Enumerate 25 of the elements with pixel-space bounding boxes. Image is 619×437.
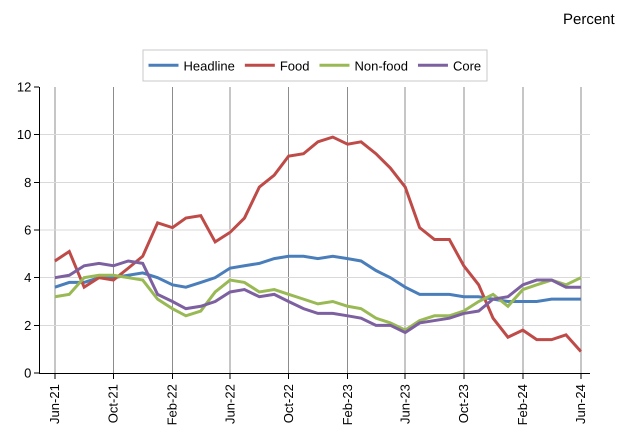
y-tick-label: 12 bbox=[16, 80, 32, 95]
x-tick-label: Jun-22 bbox=[222, 384, 238, 424]
line-series bbox=[53, 136, 582, 354]
legend-label: Headline bbox=[184, 58, 235, 74]
x-tick-label: Feb-23 bbox=[340, 384, 355, 426]
x-tick-label: Oct-22 bbox=[280, 384, 296, 424]
y-tick-label: 2 bbox=[24, 318, 32, 333]
y-tick-label: 0 bbox=[24, 366, 32, 381]
line-series bbox=[53, 274, 582, 332]
x-tick-label: Feb-24 bbox=[515, 384, 530, 426]
line-series bbox=[53, 259, 582, 334]
y-tick-label: 6 bbox=[24, 222, 32, 238]
y-tick-label: 10 bbox=[16, 127, 32, 142]
x-tick-label: Jun-24 bbox=[573, 384, 588, 424]
x-tick-label: Jun-21 bbox=[47, 384, 62, 424]
x-tick-label: Jun-23 bbox=[397, 384, 412, 424]
x-tick-label: Oct-21 bbox=[106, 384, 121, 424]
legend-label: Non-food bbox=[354, 58, 408, 74]
y-tick-label: 8 bbox=[24, 174, 32, 190]
legend-label: Core bbox=[452, 58, 482, 74]
y-tick-label: 4 bbox=[24, 270, 32, 286]
legend-label: Food bbox=[280, 58, 310, 74]
y-axis-title: Percent bbox=[563, 11, 616, 28]
x-tick-label: Oct-23 bbox=[456, 384, 472, 424]
x-tick-label: Feb-22 bbox=[164, 384, 180, 426]
